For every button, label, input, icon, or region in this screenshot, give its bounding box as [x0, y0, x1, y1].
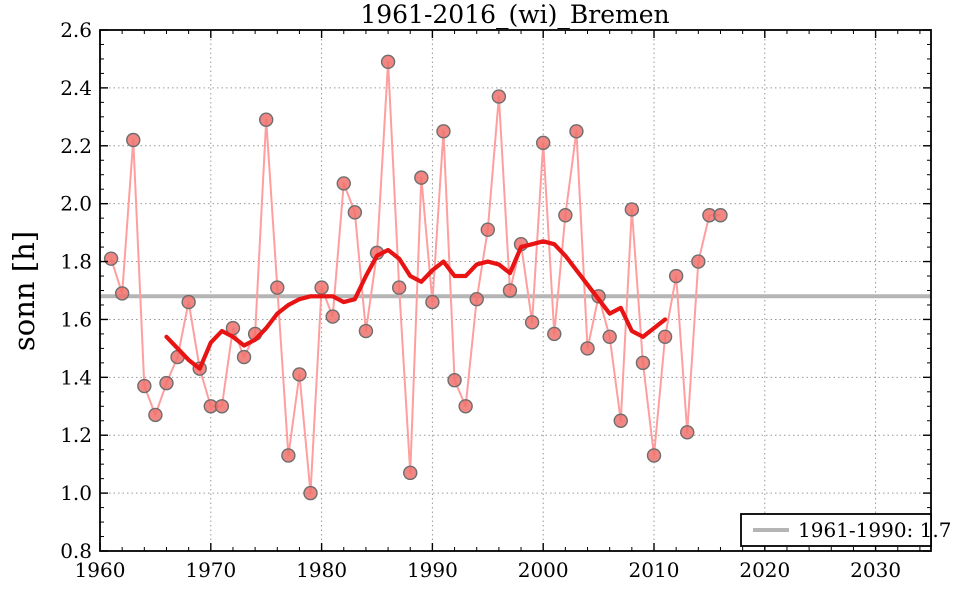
data-point-1987 — [391, 280, 407, 295]
data-point-1976 — [270, 280, 285, 295]
data-point-1964 — [137, 378, 152, 394]
x-tick-label-2010: 2010 — [629, 558, 680, 582]
y-tick-label-2: 2.0 — [60, 192, 92, 216]
data-point-1983 — [347, 205, 363, 220]
data-point-1995 — [480, 222, 495, 237]
y-tick-label-2.4: 2.4 — [60, 76, 92, 100]
legend-label: 1961-1990: 1.7 — [798, 518, 951, 542]
data-point-1990 — [425, 294, 440, 310]
data-point-2016 — [713, 208, 728, 223]
data-point-2014 — [691, 254, 706, 269]
data-point-2002 — [558, 208, 573, 223]
chart-title: 1961-2016_(wi)_Bremen — [360, 0, 669, 29]
data-point-1968 — [181, 294, 196, 310]
tick-labels: 1960 1970 1980 1990 2000 2010 2020 2030 0.8 1.0 1.… — [60, 18, 901, 582]
data-point-2012 — [668, 268, 684, 284]
y-tick-label-0.8: 0.8 — [60, 539, 92, 563]
y-tick-label-1.8: 1.8 — [60, 250, 92, 274]
data-point-2010 — [646, 448, 662, 463]
smoothed-series-line — [164, 239, 668, 371]
data-point-2001 — [547, 326, 562, 342]
x-tick-label-2000: 2000 — [518, 558, 569, 582]
data-point-1982 — [336, 176, 351, 191]
y-tick-label-1.6: 1.6 — [60, 307, 92, 331]
data-point-1981 — [325, 309, 340, 324]
data-point-1971 — [214, 399, 230, 414]
data-point-1993 — [458, 399, 473, 414]
data-point-1988 — [403, 465, 418, 481]
data-point-1965 — [148, 407, 163, 423]
data-point-1977 — [281, 448, 296, 463]
data-point-1978 — [292, 367, 307, 382]
data-point-1962 — [114, 286, 130, 301]
data-point-1984 — [358, 323, 374, 339]
y-tick-label-2.2: 2.2 — [60, 134, 92, 158]
data-point-2011 — [657, 329, 673, 345]
data-point-1973 — [236, 349, 252, 365]
data-point-1999 — [524, 315, 540, 330]
data-point-1980 — [314, 280, 329, 295]
data-point-2009 — [635, 355, 651, 371]
data-point-2006 — [602, 329, 617, 345]
x-tick-label-2030: 2030 — [850, 558, 901, 582]
x-tick-label-1990: 1990 — [407, 558, 458, 582]
x-tick-label-2020: 2020 — [739, 558, 790, 582]
x-tick-label-1960: 1960 — [75, 558, 126, 582]
data-point-1979 — [303, 485, 318, 501]
data-point-1966 — [159, 375, 174, 391]
y-tick-label-1.4: 1.4 — [60, 365, 92, 389]
y-axis-label: sonn [h] — [7, 231, 41, 351]
data-point-1986 — [380, 54, 396, 70]
legend: 1961-1990: 1.7 — [740, 513, 951, 547]
y-tick-label-1: 1.0 — [60, 481, 92, 505]
data-point-1963 — [126, 132, 141, 148]
data-point-2013 — [680, 425, 695, 440]
data-point-1989 — [414, 170, 429, 185]
x-tick-label-1970: 1970 — [185, 558, 236, 582]
data-point-2003 — [569, 124, 584, 139]
x-tick-label-1980: 1980 — [296, 558, 347, 582]
y-tick-label-1.2: 1.2 — [60, 423, 92, 447]
data-point-1961 — [103, 251, 119, 266]
data-point-1996 — [491, 89, 507, 104]
smoothed-line — [164, 239, 668, 371]
data-point-1992 — [447, 373, 462, 388]
data-point-2008 — [624, 202, 640, 217]
data-point-1997 — [502, 283, 518, 298]
data-point-2007 — [613, 413, 628, 428]
data-point-1994 — [469, 291, 484, 307]
y-tick-label-2.6: 2.6 — [60, 18, 92, 42]
data-point-1975 — [259, 112, 274, 127]
data-point-1991 — [436, 124, 451, 139]
data-point-2004 — [580, 341, 595, 356]
axes-spines-and-ticks — [99, 29, 932, 552]
data-point-2000 — [536, 135, 551, 151]
